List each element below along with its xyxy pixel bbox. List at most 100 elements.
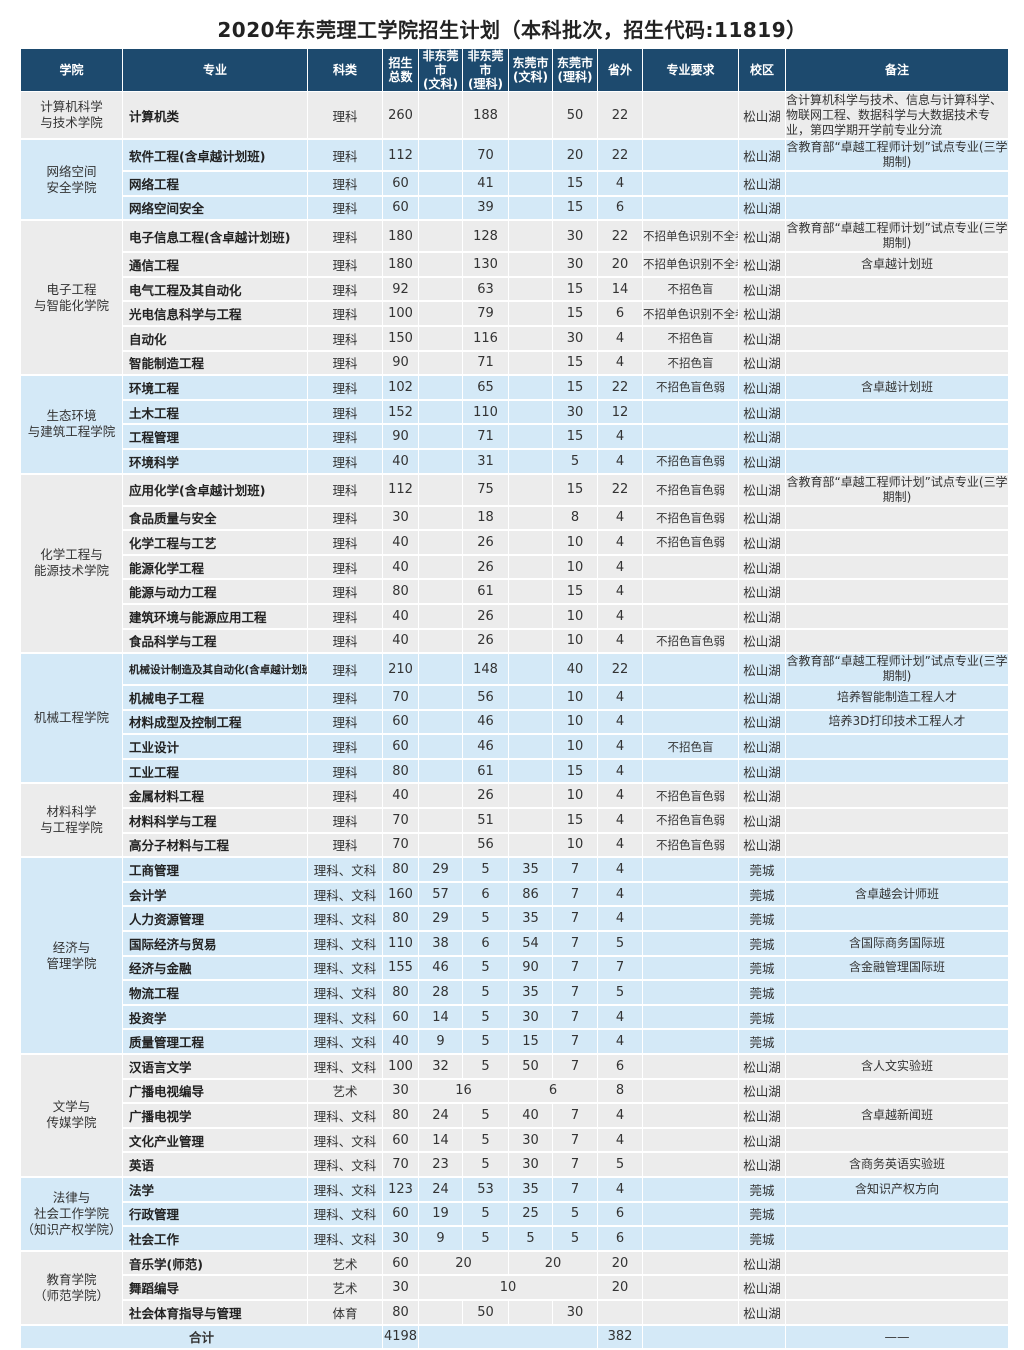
quota-dongguan-arts bbox=[508, 758, 553, 785]
total-label: 合计 bbox=[20, 1324, 383, 1350]
subject-type: 理科 bbox=[307, 579, 383, 605]
quota-dongguan-arts bbox=[508, 301, 553, 327]
out-of-province: 4 bbox=[597, 579, 643, 605]
table-row: 通信工程 理科 180 130 30 20 不招单色识别不全者 松山湖 含卓越计划班 bbox=[21, 252, 1009, 278]
quota-dongguan-science: 15 bbox=[552, 301, 598, 327]
quota-dongguan-science: 7 bbox=[552, 1176, 598, 1203]
major-name: 工程管理 bbox=[122, 424, 308, 450]
enrollment-total: 152 bbox=[382, 399, 419, 426]
subject-type: 艺术 bbox=[307, 1078, 383, 1105]
quota-dongguan-science: 10 bbox=[552, 603, 598, 630]
quota-dongguan-arts bbox=[508, 448, 553, 475]
campus: 松山湖 bbox=[738, 530, 786, 556]
table-row: 智能制造工程 理科 90 71 15 4 不招色盲 松山湖 bbox=[21, 350, 1009, 377]
quota-non-dongguan-arts: 14 bbox=[418, 1004, 463, 1031]
quota-dongguan-arts bbox=[508, 808, 553, 834]
column-header: 招生 总数 bbox=[382, 48, 419, 92]
campus: 松山湖 bbox=[738, 685, 786, 711]
major-name: 食品科学与工程 bbox=[122, 628, 308, 655]
out-of-province: 5 bbox=[597, 980, 643, 1006]
quota-non-dongguan-arts bbox=[418, 603, 463, 630]
subject-type: 理科、文科 bbox=[307, 1004, 383, 1031]
enrollment-total: 30 bbox=[382, 1226, 419, 1252]
table-row: 自动化 理科 150 116 30 4 不招色盲 松山湖 bbox=[21, 325, 1009, 352]
total-note: —— bbox=[785, 1324, 1009, 1350]
quota-non-dongguan-science: 71 bbox=[462, 350, 509, 377]
quota-non-dongguan-arts bbox=[418, 1299, 463, 1326]
enrollment-total: 60 bbox=[382, 1250, 419, 1277]
enrollment-total: 70 bbox=[382, 832, 419, 859]
quota-non-dongguan-arts bbox=[418, 139, 463, 172]
quota-non-dongguan-science: 63 bbox=[462, 276, 509, 303]
quota-non-dongguan-science: 26 bbox=[462, 783, 509, 810]
out-of-province: 4 bbox=[597, 325, 643, 352]
major-requirement: 不招色盲色弱 bbox=[642, 530, 739, 556]
major-name: 金属材料工程 bbox=[122, 783, 308, 810]
subject-type: 理科、文科 bbox=[307, 1176, 383, 1203]
quota-dongguan-arts bbox=[508, 783, 553, 810]
out-of-province: 6 bbox=[597, 1054, 643, 1080]
quota-non-dongguan-arts bbox=[418, 448, 463, 475]
table-row: 物流工程 理科、文科 80 28 5 35 7 5 莞城 bbox=[21, 980, 1009, 1006]
quota-non-dongguan-arts bbox=[418, 554, 463, 581]
quota-dongguan-arts bbox=[508, 252, 553, 278]
major-name: 工商管理 bbox=[122, 857, 308, 883]
quota-non-dongguan-arts: 24 bbox=[418, 1176, 463, 1203]
major-name: 电气工程及其自动化 bbox=[122, 276, 308, 303]
campus: 松山湖 bbox=[738, 1250, 786, 1277]
campus: 松山湖 bbox=[738, 424, 786, 450]
quota-non-dongguan-arts bbox=[418, 325, 463, 352]
out-of-province: 4 bbox=[597, 505, 643, 532]
out-of-province: 14 bbox=[597, 276, 643, 303]
campus: 莞城 bbox=[738, 906, 786, 933]
quota-dongguan-arts bbox=[508, 350, 553, 377]
column-header: 专业要求 bbox=[642, 48, 739, 92]
quota-non-dongguan-science: 39 bbox=[462, 195, 509, 222]
table-row: 文化产业管理 理科、文科 60 14 5 30 7 4 松山湖 bbox=[21, 1127, 1009, 1154]
campus: 莞城 bbox=[738, 1201, 786, 1228]
quota-non-dongguan-arts bbox=[418, 628, 463, 655]
table-row: 电气工程及其自动化 理科 92 63 15 14 不招色盲 松山湖 bbox=[21, 276, 1009, 303]
note bbox=[785, 301, 1009, 327]
campus: 莞城 bbox=[738, 1004, 786, 1031]
out-of-province: 4 bbox=[597, 734, 643, 760]
note bbox=[785, 579, 1009, 605]
table-row: 工业设计 理科 60 46 10 4 不招色盲 松山湖 bbox=[21, 734, 1009, 760]
out-of-province: 22 bbox=[597, 91, 643, 140]
enrollment-plan-table: 学院 专业 科类 招生 总数 非东莞市 (文科) 非东莞市 (理科) 东莞市 (文科) 东莞市 (理科)… bbox=[20, 48, 1009, 1350]
quota-non-dongguan-science: 5 bbox=[462, 980, 509, 1006]
table-row: 投资学 理科、文科 60 14 5 30 7 4 莞城 bbox=[21, 1004, 1009, 1031]
quota-dongguan-arts: 30 bbox=[508, 1127, 553, 1154]
note: 含计算机科学与技术、信息与计算科学、物联网工程、数据科学与大数据技术专业，第四学… bbox=[785, 91, 1009, 140]
campus: 松山湖 bbox=[738, 628, 786, 655]
quota-non-dongguan-science: 26 bbox=[462, 530, 509, 556]
quota-dongguan-science: 7 bbox=[552, 1127, 598, 1154]
table-row: 法律与 社会工作学院 （知识产权学院） 法学 理科、文科 123 24 53 35 7 4 莞城 含知识… bbox=[20, 1176, 1009, 1252]
quota-non-dongguan-science: 110 bbox=[462, 399, 509, 426]
subject-type: 理科、文科 bbox=[307, 881, 383, 908]
campus: 松山湖 bbox=[738, 783, 786, 810]
quota-non-dongguan-arts bbox=[418, 350, 463, 377]
enrollment-total: 40 bbox=[382, 628, 419, 655]
quota-dongguan-arts: 35 bbox=[508, 857, 553, 883]
campus: 松山湖 bbox=[738, 171, 786, 197]
quota-dongguan-arts bbox=[508, 1299, 553, 1326]
enrollment-total: 150 bbox=[382, 325, 419, 352]
quota-non-dongguan-science: 31 bbox=[462, 448, 509, 475]
campus: 松山湖 bbox=[738, 473, 786, 507]
table-row: 材料科学与工程 理科 70 51 15 4 不招色盲色弱 松山湖 bbox=[21, 808, 1009, 834]
quota-non-dongguan-science: 46 bbox=[462, 734, 509, 760]
major-name: 光电信息科学与工程 bbox=[122, 301, 308, 327]
major-name: 广播电视学 bbox=[122, 1103, 308, 1129]
column-header: 非东莞市 (理科) bbox=[462, 48, 509, 92]
quota-non-dongguan-arts bbox=[418, 808, 463, 834]
quota-non-dongguan-science: 46 bbox=[462, 709, 509, 736]
out-of-province: 4 bbox=[597, 1176, 643, 1203]
quota-dongguan-science: 7 bbox=[552, 1029, 598, 1055]
note: 含人文实验班 bbox=[785, 1054, 1009, 1080]
quota-dongguan-science: 7 bbox=[552, 931, 598, 957]
enrollment-total: 30 bbox=[382, 505, 419, 532]
campus: 松山湖 bbox=[738, 653, 786, 687]
quota-dongguan-science: 15 bbox=[552, 276, 598, 303]
subject-type: 理科、文科 bbox=[307, 1054, 383, 1080]
